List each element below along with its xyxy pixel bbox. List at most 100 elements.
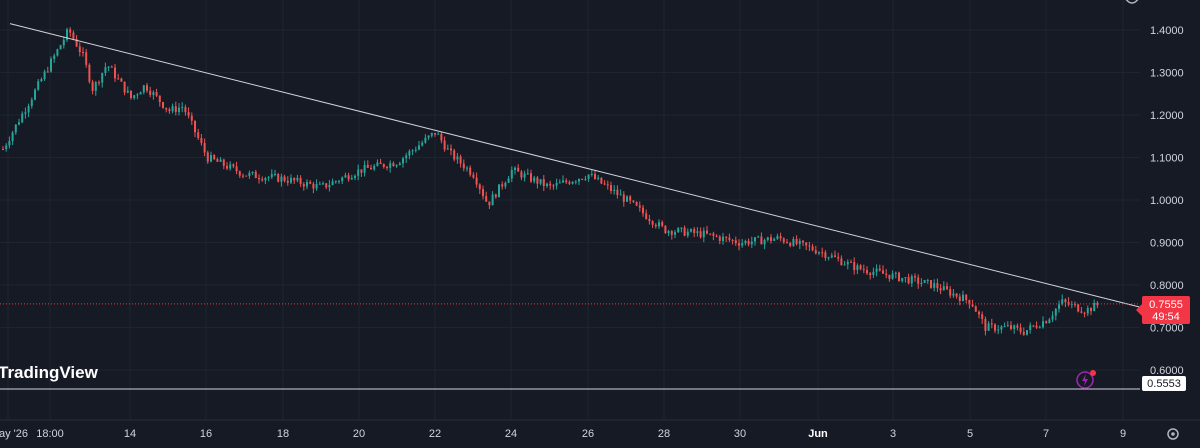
y-tick-label: 1.4000: [1150, 25, 1184, 37]
candle-body: [699, 231, 702, 238]
candle-body: [434, 132, 436, 135]
candle-body: [498, 184, 500, 198]
candle-body: [350, 177, 353, 180]
candle-body: [1061, 299, 1064, 305]
candle-body: [635, 201, 638, 206]
candle-body: [446, 148, 449, 150]
candle-body: [75, 38, 78, 47]
candle-body: [376, 162, 379, 166]
candle-body: [584, 178, 587, 180]
candle-body: [120, 78, 123, 82]
candle-body: [565, 180, 568, 183]
candle-body: [1006, 325, 1009, 327]
x-tick-label: Jun: [808, 428, 828, 440]
x-tick-label: 24: [505, 428, 517, 440]
candle-body: [411, 150, 414, 152]
candle-body: [184, 107, 187, 113]
candle-body: [661, 222, 664, 226]
candle-body: [341, 177, 344, 182]
candle-body: [744, 240, 747, 244]
candle-body: [1093, 302, 1096, 312]
x-tick-label: 22: [429, 428, 441, 440]
candle-body: [562, 180, 564, 183]
y-tick-label: 1.2000: [1150, 110, 1184, 122]
candle-body: [645, 213, 648, 219]
candle-body: [907, 277, 910, 284]
price-axis[interactable]: 1.4000 1.3000 1.2000 1.1000 1.0000 0.9000 0.80…: [1140, 0, 1200, 420]
candle-body: [709, 233, 712, 235]
candle-body: [421, 142, 424, 146]
candle-body: [533, 177, 536, 182]
candle-body: [501, 184, 504, 187]
candle-body: [712, 233, 715, 236]
y-tick-label: 0.7000: [1150, 323, 1184, 335]
candle-body: [626, 196, 628, 202]
candle-body: [245, 175, 248, 177]
candle-body: [363, 164, 366, 173]
candle-body: [504, 182, 507, 187]
candle-body: [962, 294, 964, 301]
candle-body: [782, 238, 785, 243]
candle-body: [309, 181, 312, 184]
candle-body: [386, 167, 388, 169]
lightning-icon[interactable]: [1076, 370, 1096, 389]
candle-body: [824, 252, 827, 259]
candle-body: [952, 293, 955, 296]
candle-body: [62, 39, 65, 46]
candle-body: [248, 172, 251, 177]
candle-body: [213, 155, 216, 160]
candle-body: [936, 283, 939, 289]
candle-body: [738, 243, 740, 246]
candle-body: [398, 163, 401, 166]
candle-body: [763, 240, 766, 245]
candle-body: [1051, 315, 1054, 320]
candle-body: [197, 132, 200, 138]
candle-body: [638, 205, 641, 208]
candle-body: [178, 107, 180, 112]
candle-body: [702, 230, 705, 238]
candle-body: [430, 132, 433, 136]
candle-body: [517, 167, 520, 172]
candle-body: [251, 171, 254, 173]
candle-body: [85, 52, 88, 65]
candle-body: [706, 230, 708, 234]
candle-body: [392, 163, 395, 167]
candle-body: [280, 176, 283, 182]
candle-body: [696, 231, 699, 233]
candle-body: [875, 268, 878, 272]
y-tick-labels: 1.4000 1.3000 1.2000 1.1000 1.0000 0.9000 0.80…: [1150, 25, 1184, 377]
tradingview-watermark: TradingView: [0, 363, 99, 382]
candle-body: [514, 167, 516, 170]
candle-body: [162, 102, 164, 108]
candle-body: [664, 225, 667, 234]
candle-body: [930, 280, 932, 288]
candle-body: [686, 231, 689, 236]
candle-body: [926, 280, 929, 282]
candle-body: [114, 67, 116, 79]
candle-body: [920, 282, 923, 284]
candle-body: [536, 177, 539, 184]
candle-body: [750, 241, 753, 245]
candle-body: [606, 184, 609, 186]
time-axis[interactable]: ay '26 18:00 14 16 18 20 22 24 26 28 30 Jun 3 5 7 9: [0, 419, 1200, 440]
gear-icon[interactable]: [1167, 428, 1179, 440]
x-tick-label: 3: [890, 428, 896, 440]
candle-body: [923, 280, 926, 283]
candle-body: [587, 174, 590, 179]
candle-body: [27, 105, 30, 113]
candle-body: [450, 148, 452, 151]
x-tick-label: 18:00: [36, 428, 64, 440]
scroll-up-icon[interactable]: [1125, 0, 1139, 4]
horizontal-level-value: 0.5553: [1147, 378, 1181, 390]
candle-body: [690, 229, 692, 232]
candle-body: [43, 71, 46, 80]
candle-body: [270, 174, 273, 178]
candle-body: [194, 120, 196, 133]
trendline[interactable]: [9, 23, 1141, 308]
candle-body: [261, 179, 264, 181]
candle-body: [994, 324, 996, 331]
candle-body: [776, 236, 779, 239]
x-tick-labels: ay '26 18:00 14 16 18 20 22 24 26 28 30 Jun 3 5 7 9: [0, 428, 1126, 440]
